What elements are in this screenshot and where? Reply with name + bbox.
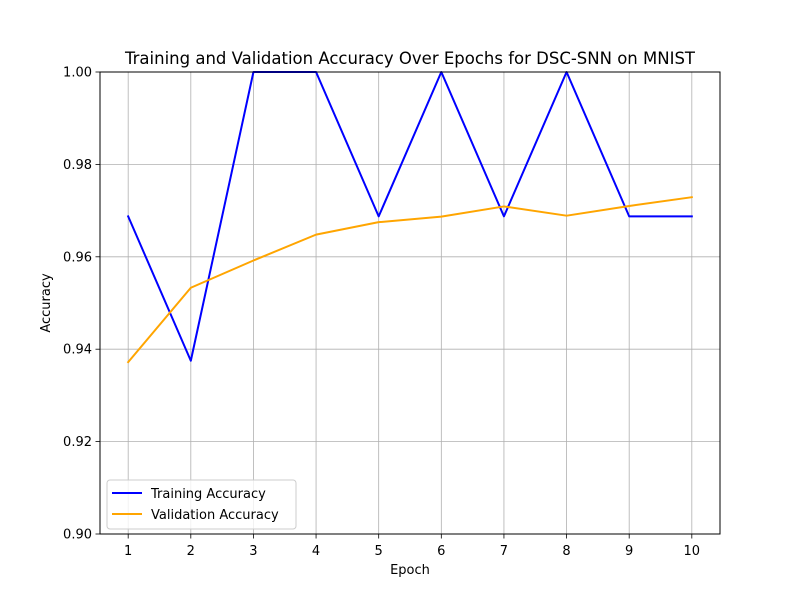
plot-frame: [99, 71, 721, 535]
y-tick-label: 1.00: [63, 66, 92, 81]
series-lines: [126, 71, 693, 364]
x-tick-label: 1: [124, 544, 132, 559]
x-tick-label: 4: [312, 544, 320, 559]
legend: Training Accuracy Validation Accuracy: [106, 479, 297, 530]
y-tick-label: 0.90: [63, 528, 92, 543]
x-tick-label: 6: [437, 544, 445, 559]
chart-title: Training and Validation Accuracy Over Ep…: [124, 49, 696, 68]
x-tick-label: 2: [187, 544, 195, 559]
x-tick-label: 3: [249, 544, 257, 559]
legend-frame: [106, 479, 297, 530]
x-axis-label: Epoch: [390, 563, 430, 578]
x-tick-label: 7: [500, 544, 508, 559]
legend-label-validation: Validation Accuracy: [151, 508, 279, 523]
y-tick-label: 0.96: [63, 250, 92, 265]
legend-label-training: Training Accuracy: [150, 487, 266, 502]
y-axis-ticks: 0.90 0.92 0.94 0.96 0.98 1.00: [63, 66, 100, 543]
x-tick-label: 10: [684, 544, 701, 559]
x-tick-label: 9: [625, 544, 633, 559]
x-axis-ticks: 1 2 3 4 5 6 7 8 9 10: [124, 534, 700, 559]
y-axis-label: Accuracy: [39, 273, 54, 333]
y-tick-label: 0.92: [63, 435, 92, 450]
series-line-training: [126, 71, 693, 362]
series-line-validation: [126, 196, 693, 364]
y-tick-label: 0.98: [63, 158, 92, 173]
x-tick-label: 5: [375, 544, 383, 559]
x-tick-label: 8: [562, 544, 570, 559]
y-tick-label: 0.94: [63, 343, 92, 358]
plot-axes: [99, 71, 721, 535]
